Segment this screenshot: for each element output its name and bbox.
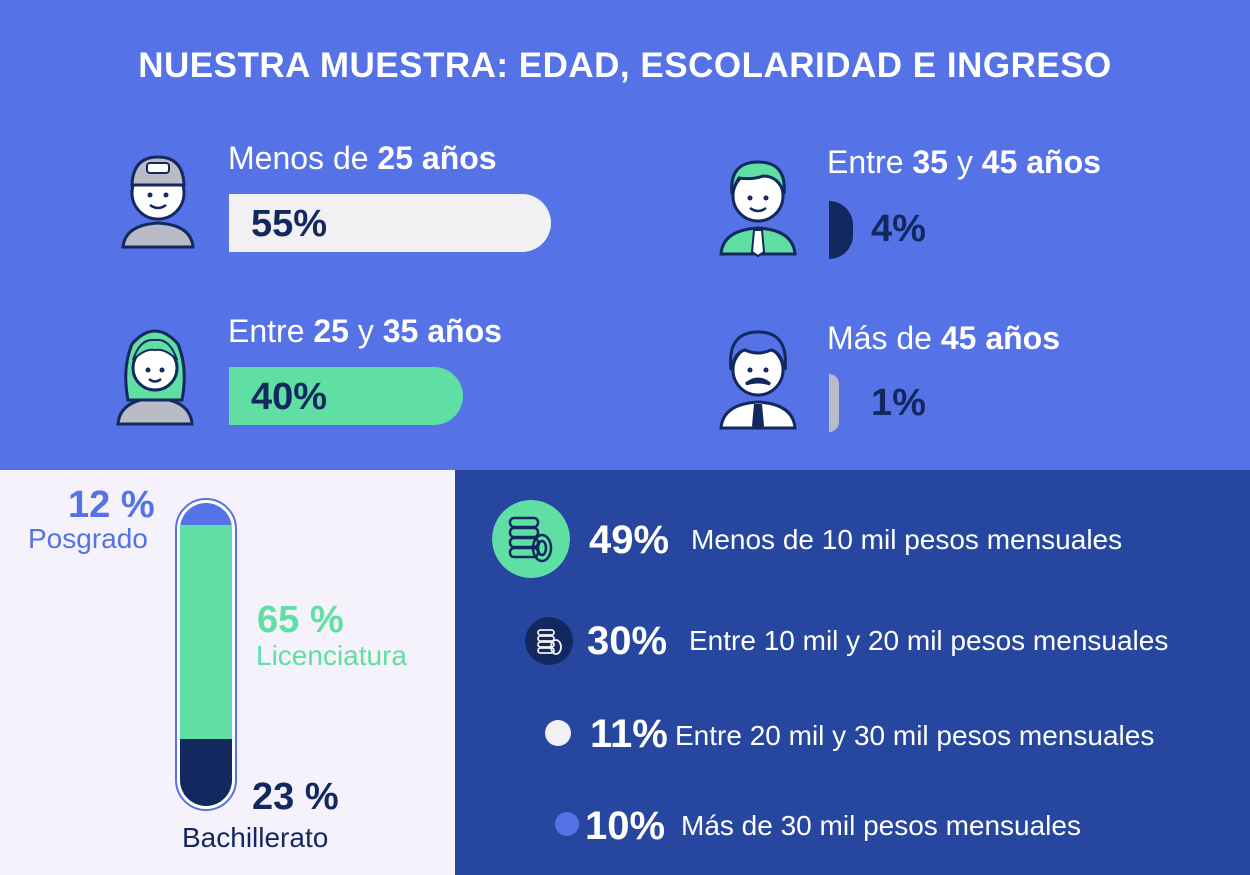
income-label: Entre 20 mil y 30 mil pesos mensuales <box>675 720 1155 751</box>
income-label: Entre 10 mil y 20 mil pesos mensuales <box>689 625 1169 656</box>
older-man-mustache-icon <box>719 330 797 430</box>
age-section: NUESTRA MUESTRA: EDAD, ESCOLARIDAD E ING… <box>0 0 1250 470</box>
age-percent: 40% <box>251 376 328 418</box>
segment-licenciatura <box>180 525 232 739</box>
income-label: Más de 30 mil pesos mensuales <box>681 810 1081 841</box>
age-percent: 1% <box>871 382 926 424</box>
education-bar <box>175 498 237 811</box>
edu-percent: 65 % <box>257 599 344 641</box>
age-percent: 4% <box>871 208 926 250</box>
income-item: 11% Entre 20 mil y 30 mil pesos mensuale… <box>455 710 1250 770</box>
young-man-cap-icon <box>121 155 195 249</box>
income-section: 49% Menos de 10 mil pesos mensuales 30% … <box>455 470 1250 875</box>
age-bar <box>829 374 839 432</box>
age-label: Entre 25 y 35 años <box>228 313 502 349</box>
age-label: Entre 35 y 45 años <box>827 144 1101 180</box>
age-label: Menos de 25 años <box>228 140 497 176</box>
income-percent: 49% <box>589 518 670 562</box>
income-item: 49% Menos de 10 mil pesos mensuales <box>455 500 1250 578</box>
edu-percent: 23 % <box>252 776 339 818</box>
segment-bachillerato <box>180 739 232 806</box>
age-percent: 55% <box>251 203 328 245</box>
edu-label: Posgrado <box>28 523 148 554</box>
age-bar <box>229 194 551 252</box>
young-woman-icon <box>116 329 194 426</box>
age-bar <box>229 367 463 425</box>
income-percent: 10% <box>585 804 666 848</box>
income-percent: 30% <box>587 619 668 663</box>
segment-posgrado <box>180 503 232 525</box>
income-item: 10% Más de 30 mil pesos mensuales <box>455 804 1250 864</box>
income-percent: 11% <box>590 712 668 756</box>
income-label: Menos de 10 mil pesos mensuales <box>691 524 1123 555</box>
edu-label: Bachillerato <box>182 822 329 853</box>
edu-label: Licenciatura <box>256 640 407 671</box>
dot-icon <box>545 720 571 746</box>
age-label: Más de 45 años <box>827 320 1060 356</box>
income-item: 30% Entre 10 mil y 20 mil pesos mensuale… <box>455 615 1250 675</box>
page-title: NUESTRA MUESTRA: EDAD, ESCOLARIDAD E ING… <box>138 46 1112 85</box>
dot-icon <box>555 812 579 836</box>
education-section: 12 % Posgrado 65 % Licenciatura 23 % Bac… <box>0 470 455 875</box>
coins-icon <box>492 500 570 578</box>
coins-icon <box>525 617 573 665</box>
edu-percent: 12 % <box>68 484 155 526</box>
age-bar <box>829 201 853 259</box>
man-tie-icon <box>719 160 797 258</box>
